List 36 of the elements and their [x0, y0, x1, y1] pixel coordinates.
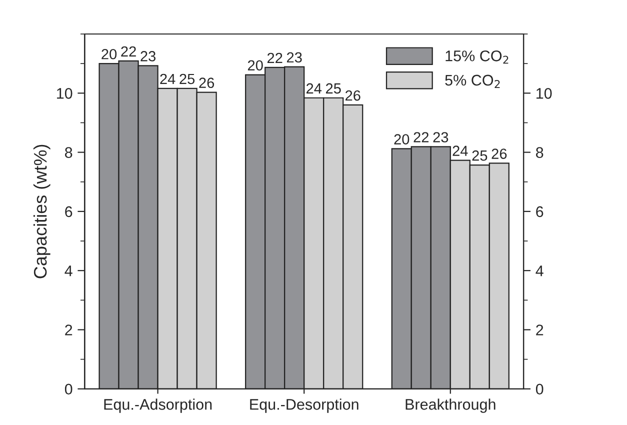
y-tick-label: 8: [65, 147, 72, 158]
y-tick-label: 0: [64, 384, 72, 395]
annotation: 26: [199, 78, 214, 88]
y-tick-label: 4: [64, 266, 72, 276]
y2-tick-label: 2: [536, 324, 544, 336]
y2-tick-label: 4: [536, 266, 544, 276]
annotation: 25: [180, 74, 195, 84]
annotation: 23: [433, 132, 448, 142]
y2-tick-label: 8: [536, 147, 544, 158]
x-tick-label: Breakthrough: [406, 398, 496, 413]
annotation: 20: [394, 134, 410, 144]
annotation: 25: [472, 150, 488, 161]
annotation: 22: [414, 132, 429, 142]
y-axis-title: Capacities (wt%): [33, 144, 50, 278]
y2-tick-label: 6: [536, 206, 544, 218]
annotation: 24: [452, 146, 468, 156]
y-tick-label: 6: [65, 206, 72, 218]
y2-tick-label: 0: [536, 384, 544, 395]
annotation: 23: [140, 51, 156, 62]
annotation: 25: [326, 83, 341, 94]
x-tick-label: Equ.-Desorption: [250, 398, 358, 413]
y-tick-label: 2: [65, 324, 72, 336]
y-tick-label: 10: [57, 88, 72, 99]
annotation: 20: [248, 60, 263, 71]
annotation: 24: [306, 83, 322, 94]
annotation: 26: [492, 148, 507, 159]
annotation: 20: [102, 48, 117, 60]
y2-tick-label: 10: [536, 88, 552, 99]
annotation: 26: [345, 90, 360, 101]
x-tick-label: Equ.-Adsorption: [104, 398, 212, 413]
legend-label: 5% CO$_{2}$: [445, 74, 500, 88]
annotation: 23: [286, 52, 302, 63]
legend-label: 15% CO$_{2}$: [446, 50, 508, 64]
annotation: 22: [267, 52, 282, 63]
annotation: 24: [160, 74, 176, 84]
annotation: 22: [121, 46, 136, 56]
